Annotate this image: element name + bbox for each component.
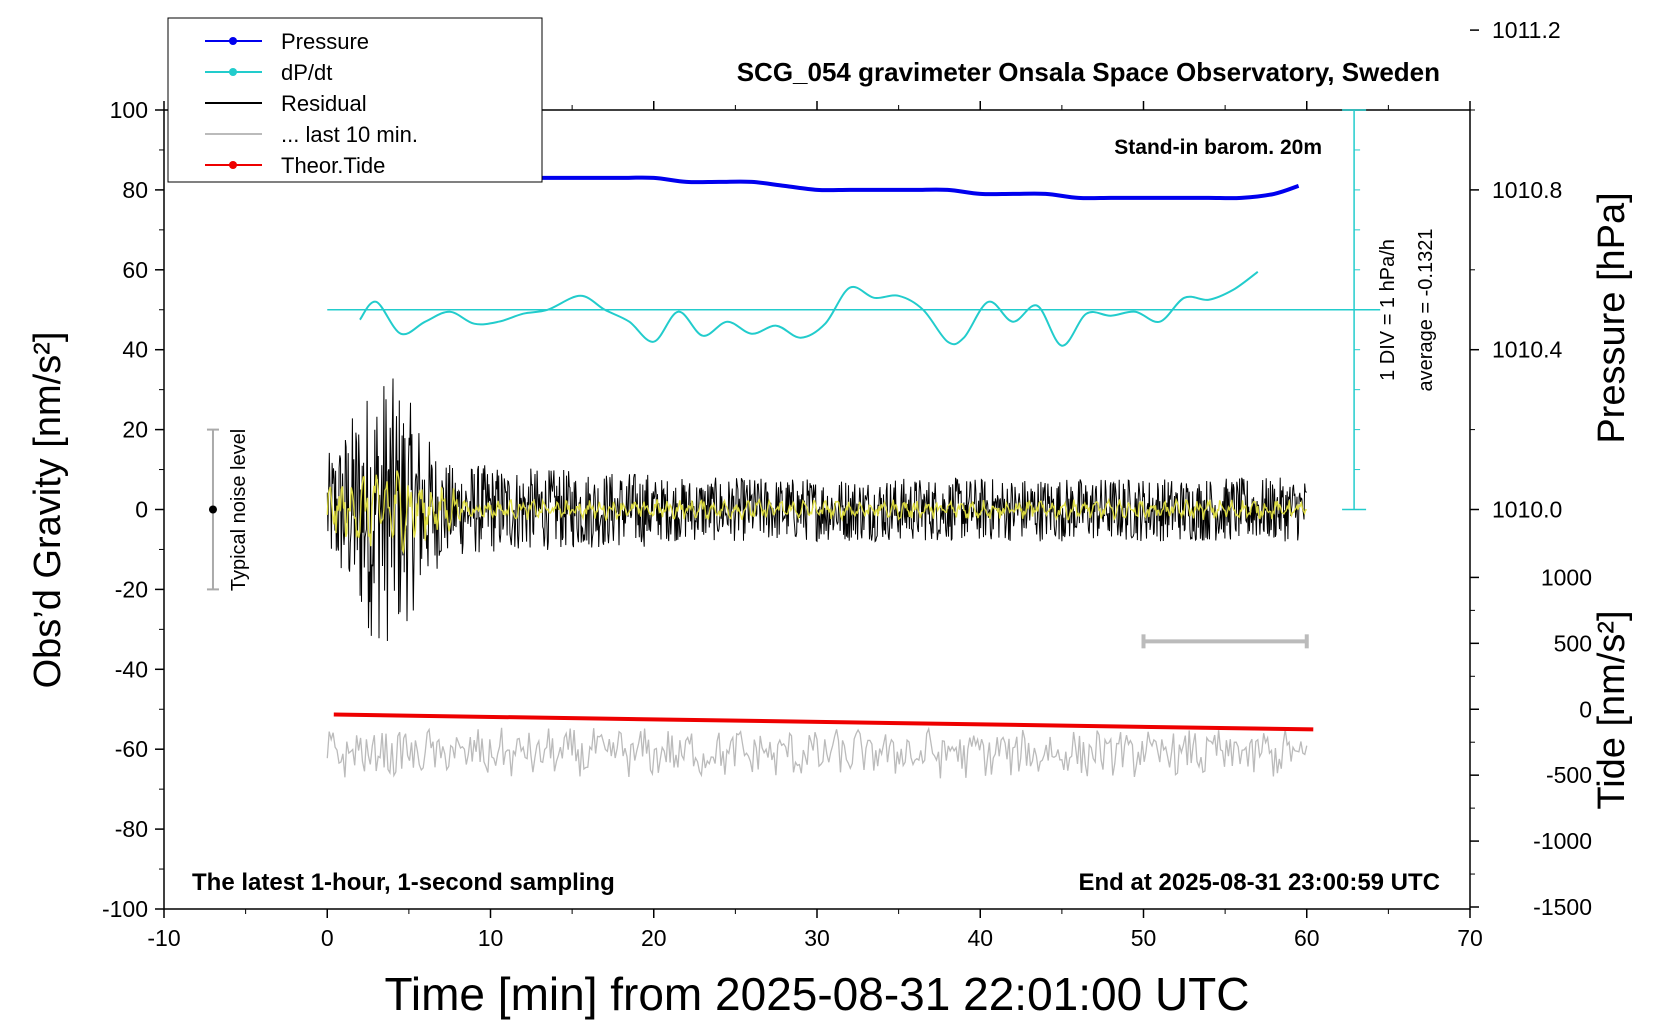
noise-level-bar <box>206 428 219 591</box>
x-tick-label: -10 <box>147 925 180 951</box>
tide-tick-label: 500 <box>1554 630 1592 656</box>
x-tick-label: 10 <box>478 925 504 951</box>
legend-marker <box>229 68 237 76</box>
x-tick-label: 70 <box>1457 925 1483 951</box>
y-axis-label-pressure: Pressure [hPa] <box>1591 192 1633 443</box>
bottom-left-annotation: The latest 1-hour, 1-second sampling <box>192 869 615 896</box>
pressure-tick-label: 1010.8 <box>1492 177 1562 203</box>
pressure-tick-label: 1010.0 <box>1492 497 1562 523</box>
legend-label: Residual <box>281 91 367 116</box>
dpdt-series <box>327 270 1381 347</box>
last10-series <box>326 726 1308 779</box>
x-tick-label: 60 <box>1294 925 1320 951</box>
y-tick-label: 20 <box>122 417 148 443</box>
y-tick-label: 60 <box>122 257 148 283</box>
noise-label: Typical noise level <box>228 429 250 591</box>
legend-box <box>167 17 543 183</box>
y-tick-label: 100 <box>110 97 148 123</box>
y-tick-label: -80 <box>115 816 148 842</box>
pressure-tick-labels: 1011.2 1010.8 1010.4 1010.0 <box>1492 17 1563 522</box>
x-tick-label: 0 <box>321 925 334 951</box>
legend: Pressure dP/dt Residual ... last 10 min. The… <box>167 17 543 183</box>
x-tick-label: 50 <box>1131 925 1157 951</box>
legend-label: Theor.Tide <box>281 153 385 178</box>
tide-tick-label: -1500 <box>1533 894 1592 920</box>
y-tick-label: 80 <box>122 177 148 203</box>
y-tick-label: -60 <box>115 736 148 762</box>
filtered-residual-series <box>326 470 1308 555</box>
x-tick-label: 20 <box>641 925 667 951</box>
legend-marker <box>229 161 237 169</box>
tide-line <box>333 712 1314 732</box>
y-tick-label: -40 <box>115 656 148 682</box>
residual-line <box>326 378 1308 642</box>
div-scale-annotation: 1 DIV = 1 hPa/h <box>1377 239 1399 381</box>
tide-tick-labels: 1000 500 0 -500 -1000 -1500 <box>1533 564 1592 920</box>
y-tick-label: -20 <box>115 576 148 602</box>
noise-bar-dot <box>208 505 217 514</box>
last10-range-bar <box>1141 634 1309 649</box>
y-tick-labels-left: 100 80 60 40 20 0 -20 -40 -60 -80 -100 <box>102 97 148 922</box>
y-axis-label-left: Obs’d Gravity [nm/s²] <box>27 332 69 689</box>
pressure-tick-label: 1011.2 <box>1492 17 1561 43</box>
legend-label: ... last 10 min. <box>281 122 418 147</box>
legend-marker <box>229 37 237 45</box>
tide-series <box>333 712 1314 732</box>
tide-tick-label: 1000 <box>1541 564 1592 590</box>
average-annotation: average = -0.1321 <box>1415 229 1437 392</box>
x-tick-labels: -10 0 10 20 30 40 50 60 70 <box>147 925 1482 951</box>
last10-line <box>326 726 1308 779</box>
x-tick-label: 40 <box>967 925 993 951</box>
y-tick-label: -100 <box>102 896 148 922</box>
tide-tick-label: -1000 <box>1533 828 1592 854</box>
x-tick-label: 30 <box>804 925 830 951</box>
filtered-residual-line <box>326 470 1308 555</box>
barometer-annotation: Stand-in barom. 20m <box>1114 136 1322 159</box>
tide-tick-label: -500 <box>1546 762 1592 788</box>
residual-series <box>326 378 1308 642</box>
pressure-tick-label: 1010.4 <box>1492 337 1563 363</box>
legend-label: dP/dt <box>281 60 332 85</box>
y-axis-label-tide: Tide [nm/s²] <box>1591 610 1633 809</box>
x-axis-label: Time [min] from 2025-08-31 22:01:00 UTC <box>385 968 1250 1020</box>
chart-title: SCG_054 gravimeter Onsala Space Observat… <box>737 57 1440 87</box>
legend-label: Pressure <box>281 29 369 54</box>
bottom-right-annotation: End at 2025-08-31 23:00:59 UTC <box>1079 869 1441 896</box>
y-tick-label: 0 <box>135 497 148 523</box>
dpdt-line <box>359 270 1259 347</box>
tide-tick-label: 0 <box>1579 696 1592 722</box>
y-tick-label: 40 <box>122 337 148 363</box>
